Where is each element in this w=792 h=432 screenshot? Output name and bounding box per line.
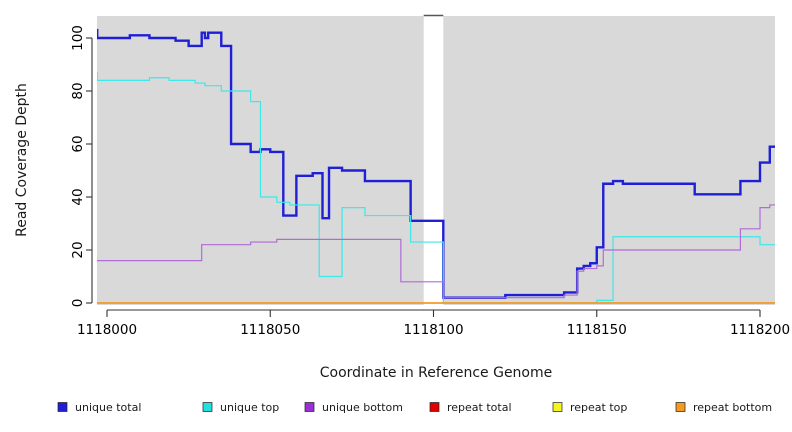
x-axis-ticks: 1118000 1118050 1118100 1118150 1118200 — [77, 310, 790, 338]
x-tick-label: 1118100 — [403, 322, 463, 338]
series-group — [97, 28, 775, 304]
y-axis-title: Read Coverage Depth — [14, 83, 30, 237]
x-tick-label: 1118200 — [730, 322, 790, 338]
x-tick-label: 1118000 — [77, 322, 137, 338]
y-tick-label: 40 — [70, 188, 86, 205]
y-tick-label: 60 — [70, 135, 86, 152]
x-axis-title: Coordinate in Reference Genome — [320, 365, 553, 381]
y-axis-ticks: 0 20 40 60 80 100 — [70, 25, 92, 307]
legend-swatch-unique-top[interactable] — [202, 402, 213, 412]
legend-swatch-repeat-total[interactable] — [429, 402, 440, 412]
legend-swatch-repeat-top[interactable] — [552, 402, 563, 412]
y-tick-label: 20 — [70, 241, 86, 258]
legend-label-repeat-total: repeat total — [447, 401, 512, 414]
legend-swatch-unique-bottom[interactable] — [304, 402, 315, 412]
y-tick-label: 0 — [70, 299, 86, 308]
series-line-unique-bottom — [97, 204, 775, 299]
legend-label-unique-bottom: unique bottom — [322, 401, 403, 414]
legend-label-repeat-top: repeat top — [570, 401, 627, 414]
legend-swatch-repeat-bottom[interactable] — [675, 402, 686, 412]
x-tick-label: 1118150 — [567, 322, 627, 338]
chart-legend: unique total unique top unique bottom repea… — [57, 401, 772, 414]
legend-swatch-unique-total[interactable] — [57, 402, 68, 412]
x-tick-label: 1118050 — [240, 322, 300, 338]
legend-label-unique-top: unique top — [220, 401, 279, 414]
y-tick-label: 80 — [70, 82, 86, 99]
data-gap-region — [423, 14, 444, 306]
legend-label-repeat-bottom: repeat bottom — [693, 401, 772, 414]
y-tick-label: 100 — [70, 25, 86, 51]
series-line-unique-total — [97, 28, 775, 299]
legend-label-unique-total: unique total — [75, 401, 141, 414]
